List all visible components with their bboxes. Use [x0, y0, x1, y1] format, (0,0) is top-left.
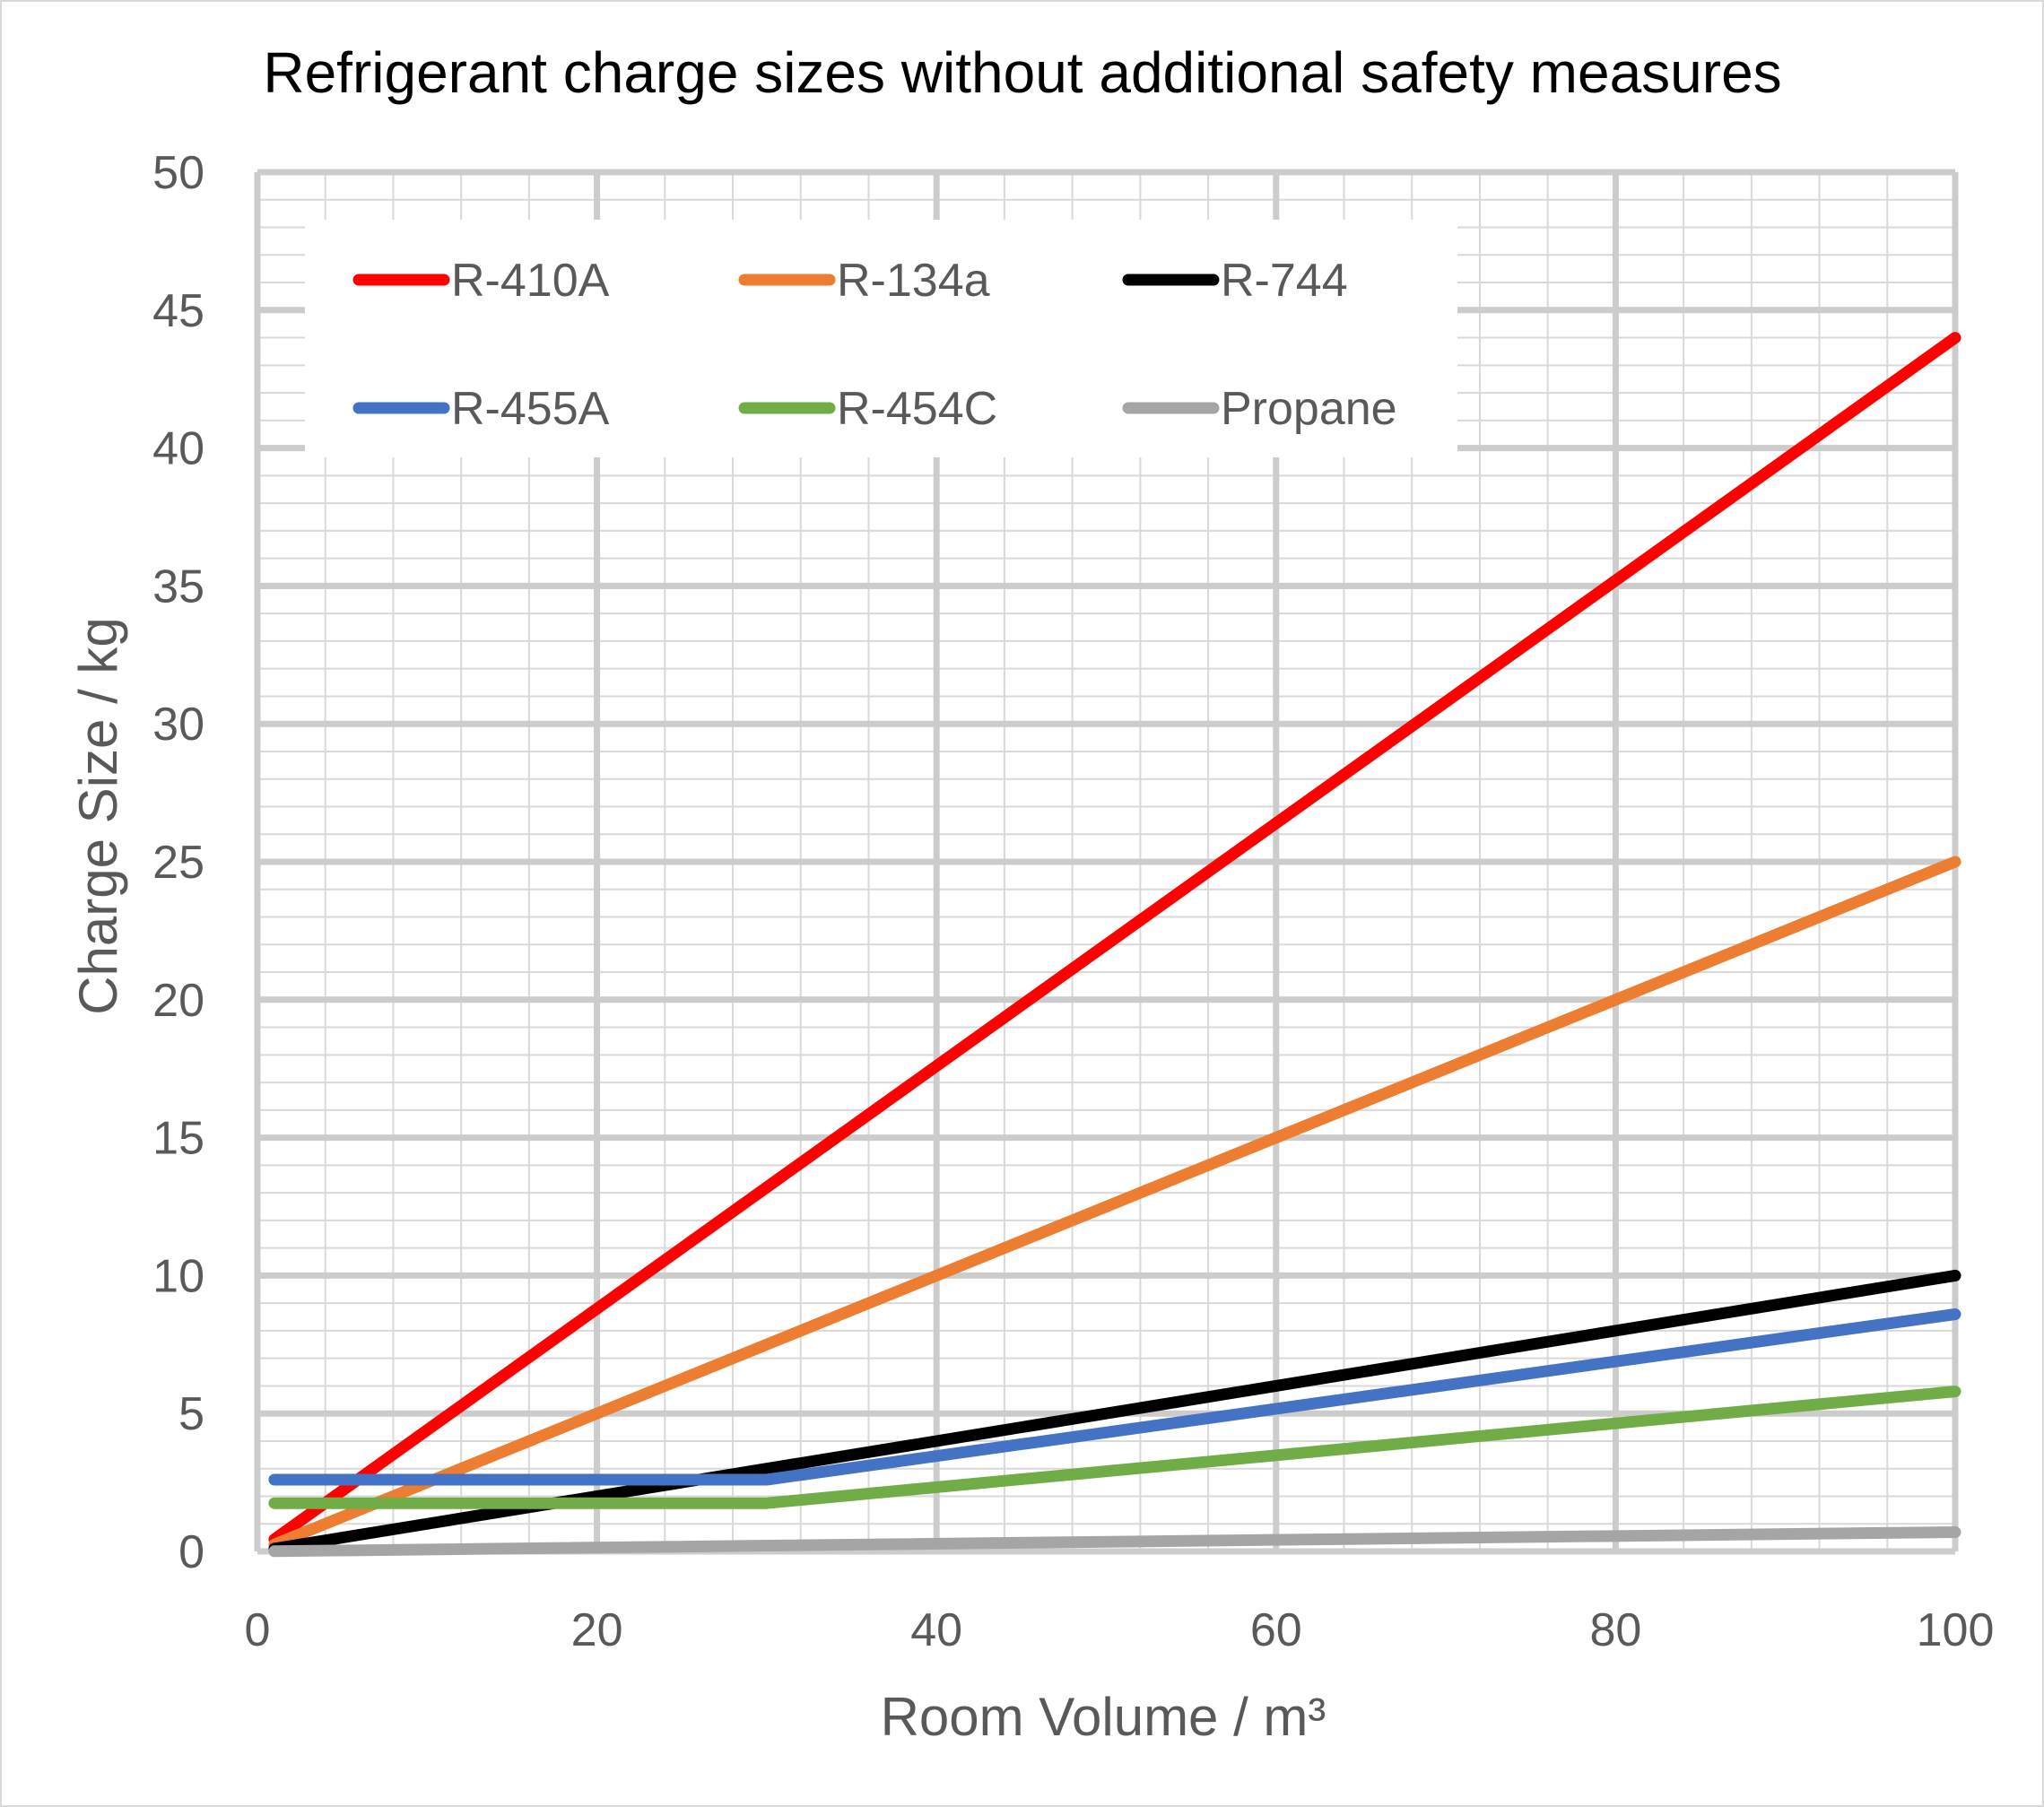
x-tick-label: 20 — [571, 1604, 623, 1656]
x-tick-labels: 0 20 40 60 80 100 — [245, 1604, 1995, 1656]
legend-label: R-455A — [451, 383, 610, 435]
x-tick-label: 80 — [1589, 1604, 1641, 1656]
x-tick-label: 100 — [1917, 1604, 1995, 1656]
y-tick-label: 25 — [152, 837, 204, 889]
x-axis-label: Room Volume / m³ — [881, 1687, 1326, 1747]
legend-label: R-410A — [451, 255, 610, 307]
x-tick-label: 60 — [1250, 1604, 1302, 1656]
series-line-r-410a — [268, 332, 1961, 1545]
legend: R-410A R-134a R-744 R-455A R-454C Propane — [305, 220, 1457, 457]
y-tick-label: 15 — [152, 1113, 204, 1165]
y-tick-label: 20 — [152, 975, 204, 1027]
chart-title: Refrigerant charge sizes without additio… — [263, 40, 1781, 105]
y-tick-labels: 0 5 10 15 20 25 30 35 40 45 50 — [152, 147, 204, 1578]
y-tick-label: 0 — [178, 1526, 204, 1578]
y-tick-label: 40 — [152, 423, 204, 475]
legend-label: R-454C — [837, 383, 997, 435]
x-tick-label: 0 — [245, 1604, 271, 1656]
y-tick-label: 30 — [152, 699, 204, 751]
series-lines — [268, 332, 1961, 1558]
y-tick-label: 35 — [152, 560, 204, 612]
y-tick-label: 5 — [178, 1388, 204, 1440]
y-tick-label: 50 — [152, 147, 204, 199]
x-tick-label: 40 — [910, 1604, 962, 1656]
series-line-r-454c — [268, 1386, 1961, 1509]
legend-label: R-134a — [837, 255, 990, 307]
y-tick-label: 10 — [152, 1250, 204, 1302]
series-line-r-134a — [268, 856, 1961, 1551]
y-axis-label: Charge Size / kg — [68, 617, 128, 1015]
series-line-propane — [268, 1526, 1961, 1558]
y-tick-label: 45 — [152, 285, 204, 337]
legend-label: Propane — [1221, 383, 1397, 435]
legend-label: R-744 — [1221, 255, 1348, 307]
legend-background — [305, 220, 1457, 457]
series-line-r-455a — [268, 1308, 1961, 1486]
